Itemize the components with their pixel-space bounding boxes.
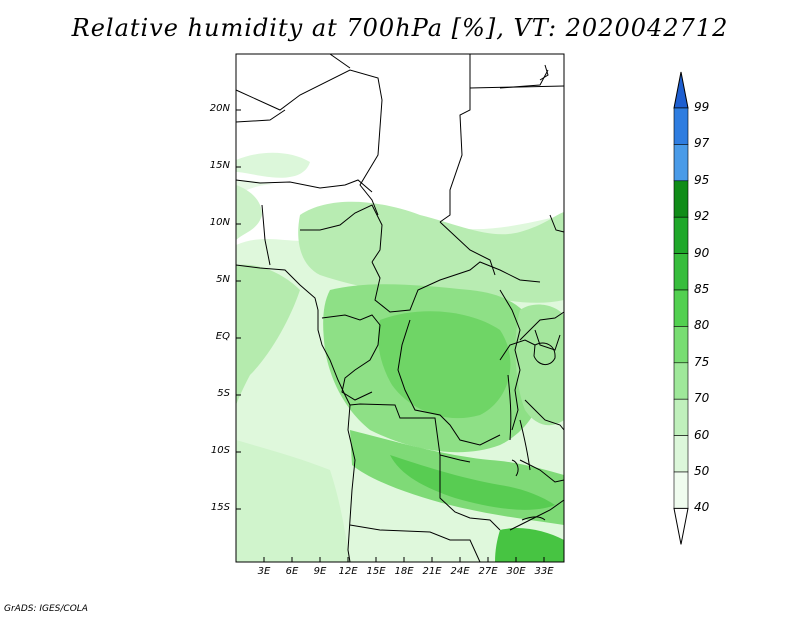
- lat-label: 5N: [216, 274, 230, 285]
- map-frame: [235, 53, 565, 563]
- colorbar-top-arrow: [673, 71, 689, 109]
- lat-label: 5S: [217, 388, 230, 399]
- lon-label: 33E: [534, 566, 554, 577]
- colorbar-segment: [673, 435, 689, 473]
- colorbar-level-label: 95: [694, 172, 710, 187]
- lon-label: 3E: [257, 566, 271, 577]
- axis-ticks: [236, 109, 545, 562]
- lon-label: 12E: [338, 566, 358, 577]
- lon-label: 18E: [394, 566, 414, 577]
- colorbar-segment: [673, 216, 689, 254]
- colorbar-level-label: 70: [694, 391, 710, 406]
- colorbar-level-label: 75: [694, 354, 710, 369]
- colorbar-level-label: 60: [694, 427, 710, 442]
- colorbar-level-label: 97: [694, 136, 710, 151]
- colorbar-bottom-arrow: [673, 507, 689, 545]
- lon-label: 27E: [478, 566, 498, 577]
- country-borders: [235, 53, 565, 563]
- colorbar-segment: [673, 362, 689, 400]
- lat-label: 20N: [209, 103, 230, 114]
- footer-credit: GrADS: IGES/COLA: [4, 604, 88, 614]
- map-title: Relative humidity at 700hPa [%], VT: 202…: [71, 14, 729, 42]
- colorbar-segment: [673, 398, 689, 436]
- lon-label: 21E: [422, 566, 442, 577]
- lon-label: 30E: [506, 566, 526, 577]
- colorbar-segment: [673, 289, 689, 327]
- lat-label: 15N: [209, 160, 230, 171]
- colorbar-segment: [673, 253, 689, 291]
- colorbar-segment: [673, 107, 689, 145]
- colorbar-level-label: 50: [694, 464, 710, 478]
- lon-label: 6E: [285, 566, 299, 577]
- lat-label: 10N: [209, 217, 230, 228]
- colorbar-level-label: 99: [694, 100, 710, 114]
- colorbar-level-label: 85: [694, 282, 710, 296]
- humidity-field: [236, 54, 564, 562]
- colorbar-segment: [673, 144, 689, 182]
- colorbar: [673, 71, 689, 545]
- lat-label: EQ: [215, 331, 230, 342]
- colorbar-segment: [673, 180, 689, 218]
- colorbar-level-label: 90: [694, 245, 710, 260]
- colorbar-level-label: 92: [694, 209, 710, 224]
- colorbar-level-label: 80: [694, 318, 710, 333]
- lon-label: 9E: [313, 566, 327, 577]
- lat-label: 15S: [210, 502, 230, 513]
- lon-label: 15E: [366, 566, 386, 577]
- colorbar-segment: [673, 471, 689, 509]
- lon-label: 24E: [450, 566, 470, 577]
- colorbar-level-label: 40: [694, 500, 710, 515]
- colorbar-segment: [673, 326, 689, 364]
- lat-label: 10S: [210, 445, 230, 456]
